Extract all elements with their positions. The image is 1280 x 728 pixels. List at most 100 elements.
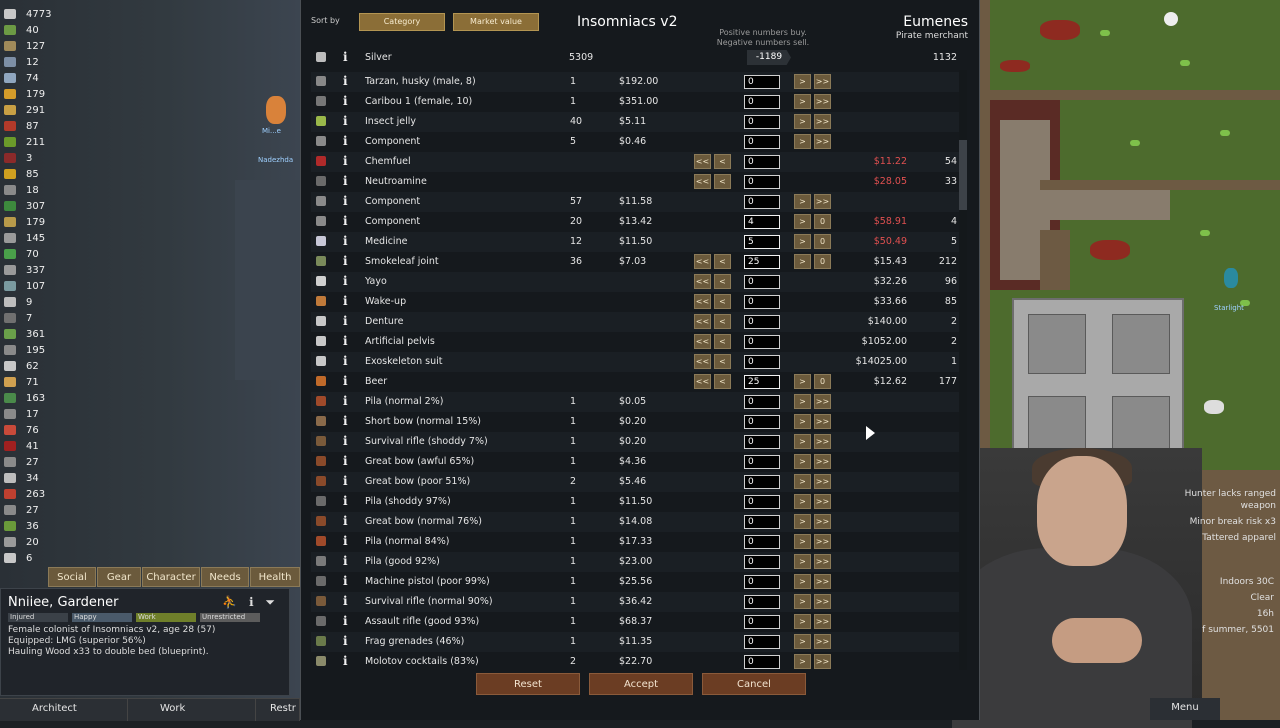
work-button[interactable]: Work (128, 699, 256, 721)
info-icon[interactable]: i (343, 474, 348, 488)
buy-one-button[interactable]: > (794, 374, 811, 389)
trade-amount-input[interactable]: 0 (744, 195, 780, 209)
trade-amount-input[interactable]: 4 (744, 215, 780, 229)
trade-amount-input[interactable]: 0 (744, 395, 780, 409)
status-work[interactable]: Work (136, 613, 196, 622)
trade-amount-input[interactable]: 0 (744, 315, 780, 329)
resource-row[interactable]: 163 (4, 390, 84, 406)
sell-all-button[interactable]: << (694, 354, 711, 369)
buy-one-button[interactable]: > (794, 74, 811, 89)
trade-scrollbar[interactable] (959, 70, 967, 670)
cancel-button[interactable]: Cancel (702, 673, 806, 695)
sell-all-button[interactable]: << (694, 254, 711, 269)
trade-amount-input[interactable]: 0 (744, 295, 780, 309)
info-icon[interactable]: i (343, 614, 348, 628)
trade-amount-input[interactable]: 0 (744, 495, 780, 509)
buy-all-button[interactable]: >> (814, 474, 831, 489)
resource-row[interactable]: 71 (4, 374, 84, 390)
trade-amount-input[interactable]: 0 (744, 655, 780, 669)
resource-row[interactable]: 195 (4, 342, 84, 358)
buy-one-button[interactable]: > (794, 194, 811, 209)
resource-row[interactable]: 74 (4, 70, 84, 86)
sort-market-value-button[interactable]: Market value (453, 13, 539, 31)
resource-row[interactable]: 17 (4, 406, 84, 422)
resource-row[interactable]: 85 (4, 166, 84, 182)
resource-row[interactable]: 18 (4, 182, 84, 198)
info-icon[interactable]: i (343, 194, 348, 208)
buy-all-button[interactable]: >> (814, 74, 831, 89)
sell-all-button[interactable]: << (694, 334, 711, 349)
buy-all-button[interactable]: >> (814, 134, 831, 149)
sell-one-button[interactable]: < (714, 314, 731, 329)
reset-amount-button[interactable]: 0 (814, 254, 831, 269)
map-machine[interactable] (1012, 298, 1184, 470)
info-icon[interactable]: i (343, 434, 348, 448)
info-icon[interactable]: i (343, 214, 348, 228)
resource-row[interactable]: 7 (4, 310, 84, 326)
sell-all-button[interactable]: << (694, 374, 711, 389)
buy-all-button[interactable]: >> (814, 414, 831, 429)
buy-one-button[interactable]: > (794, 634, 811, 649)
info-icon[interactable]: i (343, 554, 348, 568)
buy-one-button[interactable]: > (794, 214, 811, 229)
trade-amount-input[interactable]: 0 (744, 475, 780, 489)
buy-one-button[interactable]: > (794, 134, 811, 149)
sell-one-button[interactable]: < (714, 174, 731, 189)
info-icon[interactable]: i (343, 654, 348, 668)
info-icon[interactable]: i (343, 454, 348, 468)
trade-amount-input[interactable]: 25 (744, 255, 780, 269)
buy-all-button[interactable]: >> (814, 514, 831, 529)
resource-row[interactable]: 291 (4, 102, 84, 118)
trade-amount-input[interactable]: 0 (744, 95, 780, 109)
info-icon[interactable]: i (343, 234, 348, 248)
sell-all-button[interactable]: << (694, 154, 711, 169)
trade-amount-input[interactable]: 0 (744, 615, 780, 629)
buy-one-button[interactable]: > (794, 394, 811, 409)
buy-one-button[interactable]: > (794, 594, 811, 609)
buy-all-button[interactable]: >> (814, 194, 831, 209)
info-icon[interactable]: i (343, 534, 348, 548)
reset-button[interactable]: Reset (476, 673, 580, 695)
sort-category-button[interactable]: Category (359, 13, 445, 31)
alert-item[interactable]: Tattered apparel (1202, 533, 1276, 543)
info-icon[interactable]: i (343, 354, 348, 368)
info-icon[interactable]: i (343, 594, 348, 608)
info-icon[interactable]: i (343, 394, 348, 408)
accept-button[interactable]: Accept (589, 673, 693, 695)
reset-amount-button[interactable]: 0 (814, 214, 831, 229)
info-icon[interactable]: i (343, 154, 348, 168)
resource-row[interactable]: 41 (4, 438, 84, 454)
buy-all-button[interactable]: >> (814, 654, 831, 669)
sell-one-button[interactable]: < (714, 294, 731, 309)
info-icon[interactable]: i (343, 50, 348, 64)
buy-one-button[interactable]: > (794, 554, 811, 569)
info-icon[interactable]: i (343, 74, 348, 88)
resource-row[interactable]: 263 (4, 486, 84, 502)
buy-all-button[interactable]: >> (814, 554, 831, 569)
animal-pawn[interactable] (1204, 400, 1224, 414)
buy-one-button[interactable]: > (794, 654, 811, 669)
info-icon[interactable]: i (343, 254, 348, 268)
resource-row[interactable]: 27 (4, 454, 84, 470)
colonist-pawn[interactable] (1224, 268, 1238, 288)
resource-row[interactable]: 76 (4, 422, 84, 438)
resource-row[interactable]: 127 (4, 38, 84, 54)
buy-one-button[interactable]: > (794, 94, 811, 109)
buy-all-button[interactable]: >> (814, 454, 831, 469)
sell-all-button[interactable]: << (694, 274, 711, 289)
tab-social[interactable]: Social (48, 567, 96, 587)
resource-row[interactable]: 361 (4, 326, 84, 342)
trade-amount-input[interactable]: 0 (744, 275, 780, 289)
buy-one-button[interactable]: > (794, 494, 811, 509)
sell-one-button[interactable]: < (714, 354, 731, 369)
info-icon[interactable]: i (343, 574, 348, 588)
resource-row[interactable]: 4773 (4, 6, 84, 22)
resource-row[interactable]: 62 (4, 358, 84, 374)
resource-row[interactable]: 6 (4, 550, 84, 566)
trade-amount-input[interactable]: 0 (744, 115, 780, 129)
trade-amount-input[interactable]: 0 (744, 175, 780, 189)
buy-all-button[interactable]: >> (814, 614, 831, 629)
trade-amount-input[interactable]: 0 (744, 135, 780, 149)
resource-row[interactable]: 179 (4, 86, 84, 102)
buy-all-button[interactable]: >> (814, 94, 831, 109)
